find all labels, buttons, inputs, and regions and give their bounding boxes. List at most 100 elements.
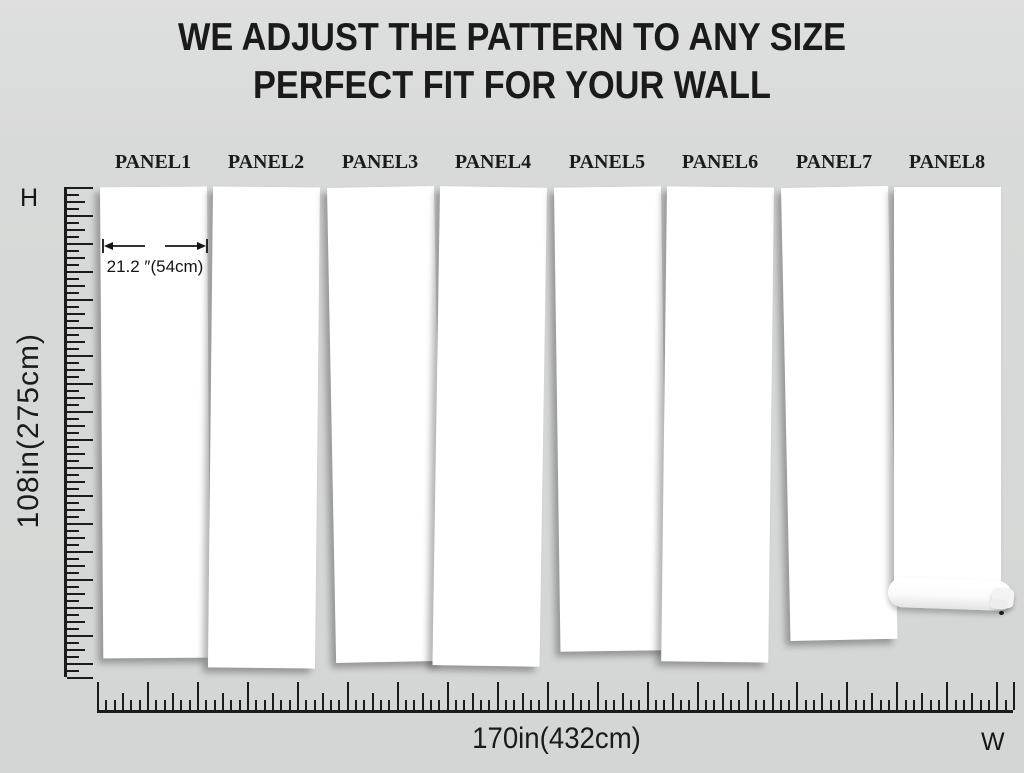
vertical-ruler-spine bbox=[64, 187, 67, 677]
ruler-tick bbox=[188, 700, 191, 710]
ruler-tick bbox=[97, 682, 99, 710]
ruler-tick bbox=[67, 579, 93, 581]
ruler-tick bbox=[105, 700, 108, 710]
ruler-tick bbox=[155, 700, 158, 710]
ruler-tick bbox=[221, 693, 224, 710]
ruler-tick bbox=[1004, 700, 1007, 710]
panel-label-4: PANEL4 bbox=[454, 151, 532, 173]
ruler-tick bbox=[738, 700, 741, 710]
ruler-tick bbox=[255, 700, 258, 710]
ruler-tick bbox=[588, 700, 591, 710]
ruler-tick bbox=[67, 236, 79, 238]
ruler-tick bbox=[67, 516, 79, 518]
ruler-tick bbox=[505, 700, 508, 710]
ruler-tick bbox=[67, 369, 85, 371]
ruler-tick bbox=[67, 670, 79, 672]
ruler-tick bbox=[67, 348, 79, 350]
ruler-tick bbox=[67, 446, 79, 448]
wallpaper-panel-6 bbox=[661, 186, 774, 663]
ruler-tick bbox=[121, 693, 124, 710]
ruler-tick bbox=[67, 523, 93, 525]
ruler-tick bbox=[938, 700, 941, 710]
ruler-tick bbox=[671, 693, 674, 710]
ruler-tick bbox=[438, 700, 441, 710]
ruler-tick bbox=[67, 663, 93, 665]
ruler-tick bbox=[146, 682, 149, 710]
ruler-tick bbox=[67, 572, 79, 574]
ruler-tick bbox=[929, 700, 932, 710]
ruler-tick bbox=[67, 376, 79, 378]
ruler-tick bbox=[688, 700, 691, 710]
panel-label-5: PANEL5 bbox=[568, 151, 646, 173]
wall-width-axis-label: W bbox=[981, 728, 1005, 756]
wallpaper-panel-2 bbox=[207, 186, 320, 669]
ruler-tick bbox=[67, 593, 85, 595]
panel-label-2: PANEL2 bbox=[227, 151, 305, 173]
horizontal-ruler-spine bbox=[97, 710, 1013, 713]
ruler-tick bbox=[496, 682, 499, 710]
ruler-tick bbox=[530, 700, 533, 710]
ruler-tick bbox=[113, 700, 116, 710]
roll-core-dot bbox=[999, 611, 1004, 615]
ruler-tick bbox=[463, 700, 466, 710]
ruler-tick bbox=[421, 693, 424, 710]
ruler-tick bbox=[813, 700, 816, 710]
ruler-tick bbox=[67, 425, 85, 427]
ruler-tick bbox=[988, 700, 991, 710]
ruler-tick bbox=[388, 700, 391, 710]
ruler-tick bbox=[67, 642, 79, 644]
horizontal-ruler-ticks bbox=[97, 680, 1015, 710]
ruler-tick bbox=[67, 257, 85, 259]
title-line-1: WE ADJUST THE PATTERN TO ANY SIZE bbox=[177, 16, 847, 59]
ruler-tick bbox=[67, 537, 85, 539]
ruler-tick bbox=[67, 201, 85, 203]
ruler-tick bbox=[704, 700, 707, 710]
ruler-tick bbox=[330, 700, 333, 710]
ruler-tick bbox=[471, 693, 474, 710]
ruler-tick bbox=[413, 700, 416, 710]
ruler-tick bbox=[67, 299, 93, 301]
ruler-tick bbox=[638, 700, 641, 710]
ruler-tick bbox=[67, 607, 93, 609]
ruler-tick bbox=[888, 700, 891, 710]
ruler-tick bbox=[280, 700, 283, 710]
ruler-tick bbox=[913, 700, 916, 710]
ruler-tick bbox=[771, 693, 774, 710]
ruler-tick bbox=[679, 700, 682, 710]
ruler-tick bbox=[696, 682, 699, 710]
ruler-tick bbox=[67, 397, 85, 399]
ruler-tick bbox=[480, 700, 483, 710]
height-dimension-label: 108in(275cm) bbox=[12, 333, 45, 529]
page-title: WE ADJUST THE PATTERN TO ANY SIZE PERFEC… bbox=[0, 14, 1024, 110]
ruler-tick bbox=[838, 700, 841, 710]
ruler-tick bbox=[513, 700, 516, 710]
ruler-tick bbox=[67, 558, 79, 560]
wallpaper-panel-5 bbox=[554, 186, 668, 652]
ruler-tick bbox=[180, 700, 183, 710]
ruler-tick bbox=[67, 600, 79, 602]
ruler-tick bbox=[67, 222, 79, 224]
ruler-tick bbox=[430, 700, 433, 710]
ruler-tick bbox=[579, 700, 582, 710]
panel-label-1: PANEL1 bbox=[114, 151, 192, 173]
ruler-tick bbox=[829, 700, 832, 710]
ruler-tick bbox=[67, 460, 79, 462]
ruler-tick bbox=[405, 700, 408, 710]
ruler-tick bbox=[67, 635, 93, 637]
ruler-tick bbox=[355, 700, 358, 710]
ruler-tick bbox=[380, 700, 383, 710]
wallpaper-panel-8 bbox=[887, 187, 1015, 637]
ruler-tick bbox=[979, 700, 982, 710]
ruler-tick bbox=[67, 208, 79, 210]
ruler-tick bbox=[821, 693, 824, 710]
width-dimension-label: 170in(432cm) bbox=[472, 722, 641, 755]
ruler-tick bbox=[521, 693, 524, 710]
ruler-tick bbox=[363, 700, 366, 710]
ruler-tick bbox=[963, 700, 966, 710]
horizontal-ruler bbox=[97, 680, 1015, 713]
ruler-tick bbox=[67, 677, 93, 679]
ruler-tick bbox=[563, 700, 566, 710]
ruler-tick bbox=[646, 682, 649, 710]
panel-width-dimension-arrow bbox=[102, 239, 208, 253]
